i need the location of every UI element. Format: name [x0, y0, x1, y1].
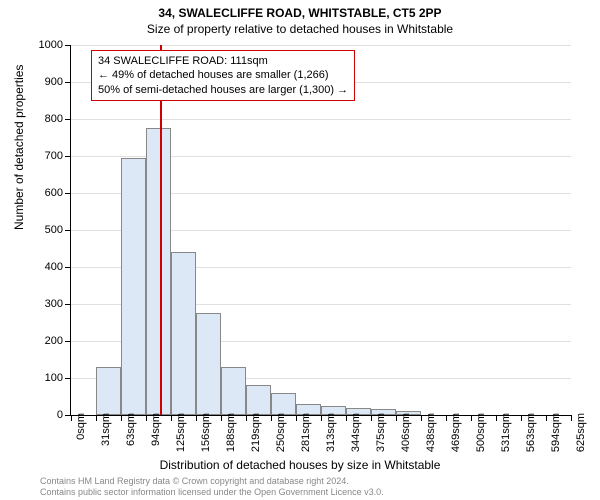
y-tick-label: 700 — [31, 150, 63, 162]
chart-container: 34, SWALECLIFFE ROAD, WHITSTABLE, CT5 2P… — [0, 0, 600, 500]
x-tick — [346, 415, 347, 421]
x-tick-label: 94sqm — [150, 413, 162, 446]
y-tick — [65, 341, 71, 342]
x-tick — [321, 415, 322, 421]
chart-subtitle: Size of property relative to detached ho… — [0, 22, 600, 36]
footer-line-1: Contains HM Land Registry data © Crown c… — [40, 476, 384, 487]
x-tick-label: 469sqm — [450, 413, 462, 452]
x-tick-label: 63sqm — [125, 413, 137, 446]
x-tick — [146, 415, 147, 421]
y-axis-title: Number of detached properties — [12, 65, 26, 230]
x-tick-label: 438sqm — [425, 413, 437, 452]
x-tick-label: 594sqm — [550, 413, 562, 452]
histogram-bar — [146, 128, 171, 415]
x-tick — [296, 415, 297, 421]
y-tick — [65, 378, 71, 379]
chart-title-address: 34, SWALECLIFFE ROAD, WHITSTABLE, CT5 2P… — [0, 6, 600, 20]
x-tick-label: 219sqm — [250, 413, 262, 452]
x-tick-label: 31sqm — [100, 413, 112, 446]
y-tick-label: 900 — [31, 76, 63, 88]
x-tick-label: 375sqm — [375, 413, 387, 452]
y-tick-label: 800 — [31, 113, 63, 125]
x-tick — [96, 415, 97, 421]
footer-line-2: Contains public sector information licen… — [40, 487, 384, 498]
marker-annotation: 34 SWALECLIFFE ROAD: 111sqm ← 49% of det… — [91, 50, 355, 101]
y-tick — [65, 45, 71, 46]
x-tick-label: 406sqm — [400, 413, 412, 452]
annotation-line-1: 34 SWALECLIFFE ROAD: 111sqm — [98, 54, 348, 68]
x-tick — [546, 415, 547, 421]
histogram-bar — [121, 158, 146, 415]
x-tick-label: 281sqm — [300, 413, 312, 452]
x-tick — [496, 415, 497, 421]
x-axis-title: Distribution of detached houses by size … — [0, 458, 600, 472]
y-tick — [65, 193, 71, 194]
grid-line — [71, 119, 571, 120]
x-tick-label: 125sqm — [175, 413, 187, 452]
histogram-bar — [246, 385, 271, 415]
x-tick — [471, 415, 472, 421]
x-tick-label: 188sqm — [225, 413, 237, 452]
x-tick — [221, 415, 222, 421]
y-tick-label: 1000 — [31, 39, 63, 51]
histogram-bar — [271, 393, 296, 415]
x-tick-label: 344sqm — [350, 413, 362, 452]
y-tick-label: 100 — [31, 372, 63, 384]
histogram-bar — [196, 313, 221, 415]
x-tick-label: 313sqm — [325, 413, 337, 452]
x-tick — [521, 415, 522, 421]
x-tick-label: 0sqm — [75, 413, 87, 440]
x-tick-label: 563sqm — [525, 413, 537, 452]
y-tick-label: 400 — [31, 261, 63, 273]
x-tick — [371, 415, 372, 421]
y-tick-label: 500 — [31, 224, 63, 236]
x-tick-label: 156sqm — [200, 413, 212, 452]
x-tick — [421, 415, 422, 421]
x-tick — [571, 415, 572, 421]
x-tick — [446, 415, 447, 421]
histogram-bar — [96, 367, 121, 415]
attribution-footer: Contains HM Land Registry data © Crown c… — [40, 476, 384, 498]
y-tick — [65, 156, 71, 157]
y-tick-label: 200 — [31, 335, 63, 347]
y-tick — [65, 230, 71, 231]
y-tick — [65, 267, 71, 268]
x-tick-label: 250sqm — [275, 413, 287, 452]
y-tick — [65, 82, 71, 83]
plot-area: 010020030040050060070080090010000sqm31sq… — [70, 45, 571, 416]
x-tick-label: 531sqm — [500, 413, 512, 452]
x-tick — [271, 415, 272, 421]
x-tick — [196, 415, 197, 421]
y-tick-label: 300 — [31, 298, 63, 310]
x-tick — [246, 415, 247, 421]
x-tick — [71, 415, 72, 421]
y-tick — [65, 119, 71, 120]
y-tick-label: 0 — [31, 409, 63, 421]
histogram-bar — [171, 252, 196, 415]
grid-line — [71, 45, 571, 46]
annotation-line-3: 50% of semi-detached houses are larger (… — [98, 83, 348, 97]
y-tick — [65, 304, 71, 305]
x-tick-label: 625sqm — [575, 413, 587, 452]
y-tick-label: 600 — [31, 187, 63, 199]
x-tick — [121, 415, 122, 421]
histogram-bar — [221, 367, 246, 415]
annotation-line-2: ← 49% of detached houses are smaller (1,… — [98, 68, 348, 82]
x-tick — [396, 415, 397, 421]
x-tick-label: 500sqm — [475, 413, 487, 452]
x-tick — [171, 415, 172, 421]
